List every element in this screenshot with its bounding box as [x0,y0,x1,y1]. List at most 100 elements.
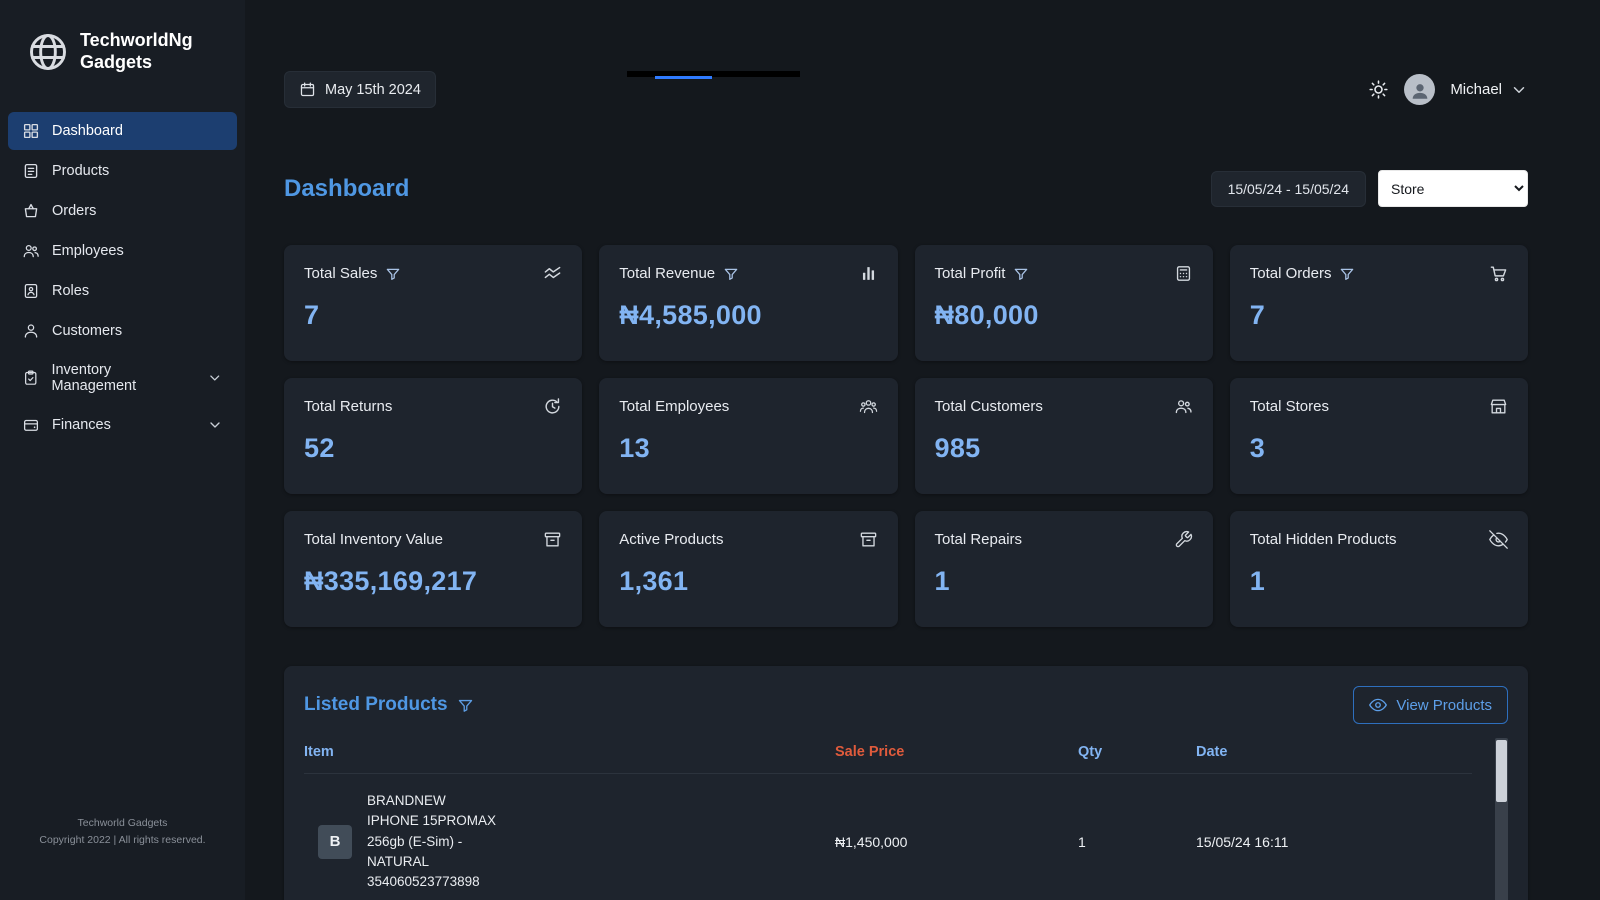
theme-toggle-sun-icon[interactable] [1368,79,1389,100]
stat-card-total-inventory-value: Total Inventory Value ₦335,169,217 [284,511,583,627]
sidebar-item-label: Inventory Management [51,362,137,394]
stat-card-value: 1,361 [619,566,689,596]
sidebar-item-label: Employees [52,243,124,259]
sidebar-item-finances[interactable]: Finances [8,406,237,444]
person-icon [1409,80,1431,102]
trend-icon [543,264,562,283]
table-scrollbar-track[interactable] [1495,738,1508,900]
user-menu[interactable]: Michael [1450,81,1528,99]
filter-icon[interactable] [1013,266,1029,282]
column-header-sale-price: Sale Price [835,744,905,760]
column-header-item: Item [304,744,334,760]
products-icon [22,162,40,180]
sidebar-item-label: Orders [52,203,97,219]
history-icon [543,397,562,416]
people-icon [1174,397,1193,416]
stat-card-value: 3 [1249,433,1266,463]
table-scrollbar-thumb[interactable] [1496,740,1507,802]
stat-card-label: Active Products [619,531,724,548]
employees-icon [22,242,40,260]
date-range-chip[interactable]: 15/05/24 - 15/05/24 [1210,170,1366,207]
stat-card-label: Total Returns [304,398,393,415]
bar-chart-icon [859,264,878,283]
groups-icon [859,397,878,416]
sidebar-item-products[interactable]: Products [8,152,237,190]
store-filter-select[interactable]: Store [1378,170,1528,207]
stat-card-value: ₦4,585,000 [619,300,762,330]
stat-card-value: 1 [934,566,950,596]
filter-icon[interactable] [1339,266,1355,282]
globe-logo-icon [26,30,70,74]
footer-line1: Techworld Gadgets [77,817,168,830]
wrench-icon [1174,530,1193,549]
sidebar-item-inventory-management[interactable]: Inventory Management [8,352,237,404]
sidebar-item-label: Dashboard [52,123,123,139]
customers-icon [22,322,40,340]
chevron-down-icon [1510,81,1528,99]
stat-card-grid: Total Sales 7 Total Revenue ₦4,585,000 T… [284,245,1528,627]
sidebar-item-roles[interactable]: Roles [8,272,237,310]
inventory-box-icon [859,530,878,549]
brand-logo: TechworldNg Gadgets [0,0,245,96]
sidebar-item-dashboard[interactable]: Dashboard [8,112,237,150]
cart-icon [1489,264,1508,283]
eye-icon [1369,696,1387,714]
brand-name: TechworldNg Gadgets [80,30,193,73]
sale-price-cell: ₦1,450,000 [835,833,908,850]
listed-products-title-text: Listed Products [304,694,448,715]
sidebar-item-orders[interactable]: Orders [8,192,237,230]
main-content: May 15th 2024 Michael Dashboard 15/05/24… [245,71,1600,900]
filter-icon[interactable] [723,266,739,282]
view-products-label: View Products [1396,696,1492,714]
stat-card-total-revenue: Total Revenue ₦4,585,000 [599,245,898,361]
stat-card-value: ₦80,000 [934,300,1039,330]
sidebar-item-label: Products [52,163,110,179]
date-cell: 15/05/24 16:11 [1196,833,1289,850]
column-header-qty: Qty [1078,744,1103,760]
stat-card-label: Total Employees [619,398,730,415]
store-icon [1489,397,1508,416]
stat-card-label: Total Revenue [619,265,716,282]
stat-card-label: Total Inventory Value [304,531,443,548]
finances-icon [22,416,40,434]
stat-card-active-products: Active Products 1,361 [599,511,898,627]
stat-card-total-stores: Total Stores 3 [1229,378,1528,494]
stat-card-label: Total Sales [304,265,378,282]
filter-icon[interactable] [457,697,474,714]
stat-card-total-hidden-products: Total Hidden Products 1 [1229,511,1528,627]
stat-card-total-employees: Total Employees 13 [599,378,898,494]
date-button[interactable]: May 15th 2024 [284,71,436,108]
user-cluster: Michael [1368,74,1528,105]
view-products-button[interactable]: View Products [1353,686,1508,724]
stat-card-value: 7 [1249,300,1266,330]
sidebar-item-customers[interactable]: Customers [8,312,237,350]
stat-card-label: Total Hidden Products [1249,531,1397,548]
dashboard-icon [22,122,40,140]
stat-card-label: Total Repairs [934,531,1023,548]
sidebar-item-employees[interactable]: Employees [8,232,237,270]
stat-card-value: 1 [1249,566,1266,596]
sidebar: TechworldNg Gadgets Dashboard Products O… [0,0,245,900]
table-row: B BRANDNEW IPHONE 15PROMAX 256gb (E-Sim)… [304,774,1472,892]
qty-cell: 1 [1078,833,1086,850]
sidebar-footer: Techworld Gadgets Copyright 2022 | All r… [0,815,245,900]
listed-products-card: Listed Products View Products Item Sale … [284,666,1528,900]
brand-line1: TechworldNg [80,30,193,51]
orders-icon [22,202,40,220]
stat-card-label: Total Stores [1249,398,1329,415]
listed-products-title: Listed Products [304,694,474,716]
stat-card-total-profit: Total Profit ₦80,000 [914,245,1213,361]
chevron-down-icon [207,417,223,433]
stat-card-value: 13 [619,433,650,463]
table-header-row: Item Sale Price Qty Date [304,744,1472,774]
stat-card-total-sales: Total Sales 7 [284,245,583,361]
avatar[interactable] [1404,74,1436,105]
filter-icon[interactable] [385,266,401,282]
stat-card-total-orders: Total Orders 7 [1229,245,1528,361]
sidebar-item-label: Roles [52,283,90,299]
sidebar-nav: Dashboard Products Orders Employees Role… [0,110,245,446]
product-name: BRANDNEW IPHONE 15PROMAX 256gb (E-Sim) -… [367,793,497,889]
stat-card-label: Total Orders [1249,265,1332,282]
heading-row: Dashboard 15/05/24 - 15/05/24 Store [284,170,1528,207]
page-title: Dashboard [284,174,410,202]
